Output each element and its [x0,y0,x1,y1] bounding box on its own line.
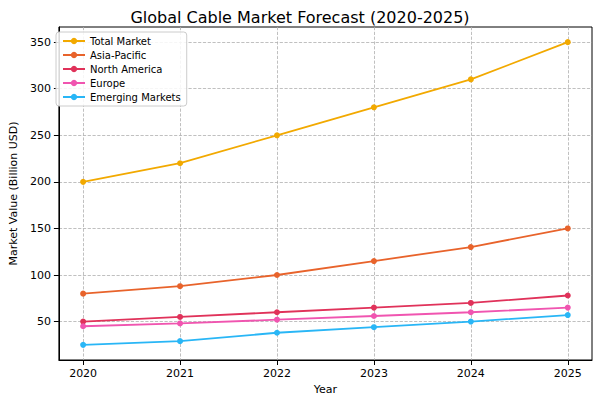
svg-text:2025: 2025 [554,367,582,380]
svg-text:Global Cable Market Forecast (: Global Cable Market Forecast (2020-2025) [130,8,469,27]
svg-text:2024: 2024 [457,367,485,380]
svg-text:Asia-Pacific: Asia-Pacific [90,50,146,61]
svg-text:Market Value (Billion USD): Market Value (Billion USD) [7,121,20,265]
svg-text:2021: 2021 [166,367,194,380]
svg-text:Emerging Markets: Emerging Markets [90,92,181,103]
svg-text:North America: North America [90,64,162,75]
svg-text:300: 300 [30,82,51,95]
svg-text:250: 250 [30,129,51,142]
svg-text:2020: 2020 [69,367,97,380]
svg-text:Total Market: Total Market [89,36,151,47]
svg-text:Year: Year [313,383,338,396]
svg-text:350: 350 [30,36,51,49]
svg-text:2023: 2023 [360,367,388,380]
svg-text:2022: 2022 [263,367,291,380]
svg-text:50: 50 [37,315,51,328]
svg-text:200: 200 [30,175,51,188]
svg-text:100: 100 [30,269,51,282]
svg-text:150: 150 [30,222,51,235]
svg-text:Europe: Europe [90,78,125,89]
